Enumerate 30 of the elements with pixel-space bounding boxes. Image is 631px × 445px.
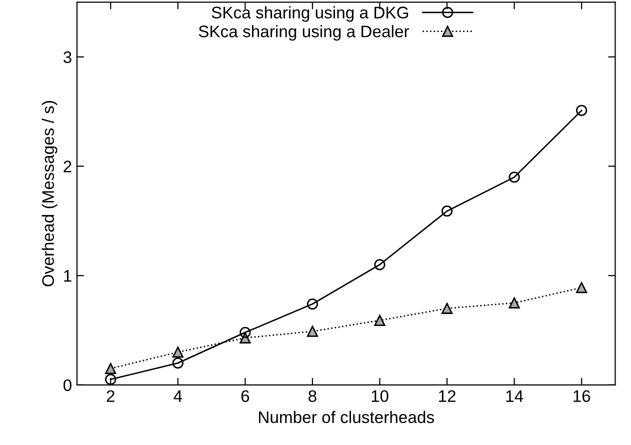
point <box>105 362 116 374</box>
point <box>576 104 588 116</box>
point <box>441 206 453 217</box>
legend-label: SKca sharing using a Dealer <box>198 25 410 41</box>
x-tick-label: 6 <box>241 390 250 402</box>
point <box>374 314 386 326</box>
point <box>374 259 386 270</box>
point <box>172 346 184 358</box>
y-tick-label: 2 <box>64 160 72 172</box>
x-tick-label: 10 <box>372 390 388 402</box>
x-tick-label: 16 <box>574 390 590 402</box>
x-axis-title: Number of clusterheads <box>259 410 434 424</box>
point <box>576 282 588 294</box>
point <box>508 297 520 308</box>
point <box>240 326 251 338</box>
y-tick-label: 1 <box>64 270 72 282</box>
x-tick-label: 8 <box>308 390 316 402</box>
y-axis-title: Overhead (Messages / s) <box>42 101 58 286</box>
point <box>306 326 318 337</box>
x-tick-label: 14 <box>506 390 524 402</box>
legend-label: SKca sharing using a DKG <box>212 6 408 22</box>
point <box>306 298 318 310</box>
y-tick-label: 3 <box>63 51 72 64</box>
point <box>441 302 453 314</box>
x-tick-label: 12 <box>439 390 456 402</box>
point <box>508 172 520 183</box>
y-tick-label: 0 <box>64 379 72 392</box>
x-tick-label: 4 <box>174 390 182 402</box>
point <box>172 358 184 369</box>
x-tick-label: 2 <box>106 390 114 402</box>
